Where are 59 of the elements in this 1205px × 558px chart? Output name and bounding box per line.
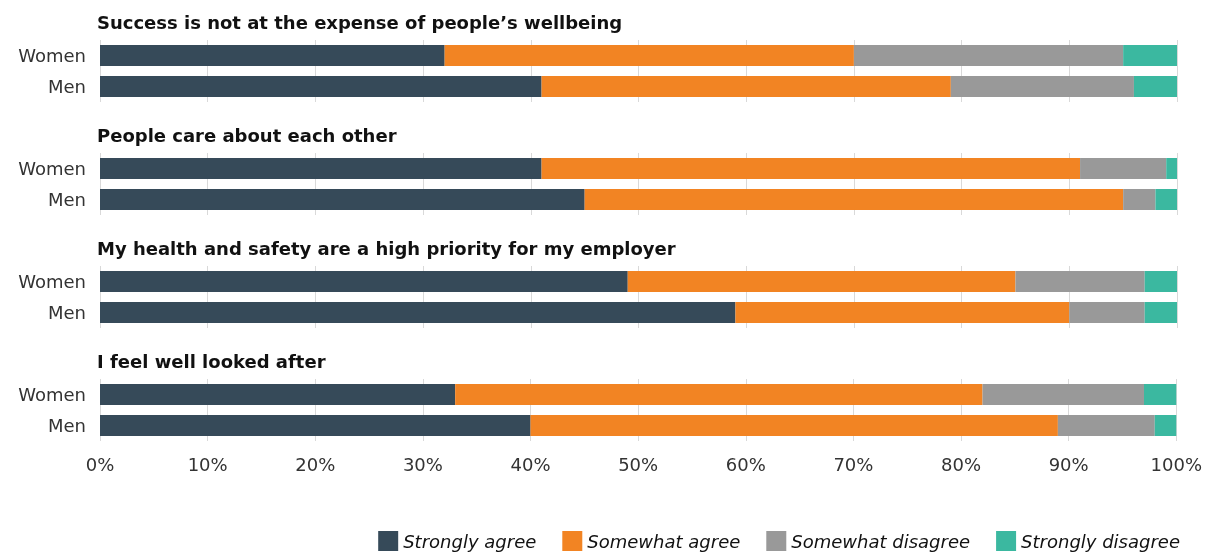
bar	[1133, 76, 1177, 97]
chart-title: People care about each other	[97, 124, 397, 146]
legend-label: Strongly agree	[403, 530, 537, 552]
bar	[530, 415, 1058, 436]
x-tick-label: 50%	[618, 453, 659, 475]
bar	[1144, 271, 1177, 292]
bar	[100, 271, 628, 292]
bar	[100, 384, 456, 405]
bar	[100, 158, 542, 179]
chart-title: Success is not at the expense of people’s wellbeing	[97, 11, 623, 33]
legend-label: Strongly disagree	[1021, 530, 1181, 552]
bar	[853, 45, 1124, 66]
bar	[1143, 384, 1177, 405]
bar	[1069, 302, 1145, 323]
x-tick-label: 70%	[833, 453, 874, 475]
bar	[100, 189, 585, 210]
bar	[1144, 302, 1177, 323]
chart-title: I feel well looked after	[97, 350, 326, 372]
x-tick-label: 60%	[725, 453, 766, 475]
bar	[100, 302, 736, 323]
bar	[950, 76, 1134, 97]
y-tick-label: Men	[47, 415, 86, 436]
bar	[1123, 45, 1177, 66]
bar	[584, 189, 1124, 210]
x-tick-label: 90%	[1048, 453, 1089, 475]
bar	[1166, 158, 1177, 179]
bar	[100, 45, 445, 66]
y-tick-label: Women	[18, 158, 86, 179]
bar	[100, 76, 542, 97]
bar	[1057, 415, 1155, 436]
y-tick-label: Women	[18, 45, 86, 66]
y-tick-label: Men	[47, 302, 86, 323]
x-tick-label: 10%	[187, 453, 228, 475]
y-tick-label: Women	[18, 271, 86, 292]
bar	[541, 76, 951, 97]
bar	[627, 271, 1016, 292]
y-tick-label: Men	[47, 189, 86, 210]
bar	[1080, 158, 1167, 179]
bar	[735, 302, 1070, 323]
bar	[1123, 189, 1156, 210]
legend-label: Somewhat disagree	[791, 530, 971, 552]
x-tick-label: 80%	[941, 453, 982, 475]
bar	[444, 45, 854, 66]
x-tick-label: 20%	[295, 453, 336, 475]
bar	[982, 384, 1144, 405]
x-tick-label: 100%	[1150, 453, 1202, 475]
chart-title: My health and safety are a high priority for my employer	[97, 237, 676, 259]
bar	[1155, 189, 1177, 210]
bar	[455, 384, 983, 405]
bar	[541, 158, 1081, 179]
bar	[1015, 271, 1145, 292]
bar	[1154, 415, 1177, 436]
x-tick-label: 40%	[510, 453, 551, 475]
y-tick-label: Men	[47, 76, 86, 97]
x-tick-label: 30%	[402, 453, 443, 475]
y-tick-label: Women	[18, 384, 86, 405]
legend-label: Somewhat agree	[587, 530, 741, 552]
x-tick-label: 0%	[85, 453, 115, 475]
bar	[100, 415, 531, 436]
